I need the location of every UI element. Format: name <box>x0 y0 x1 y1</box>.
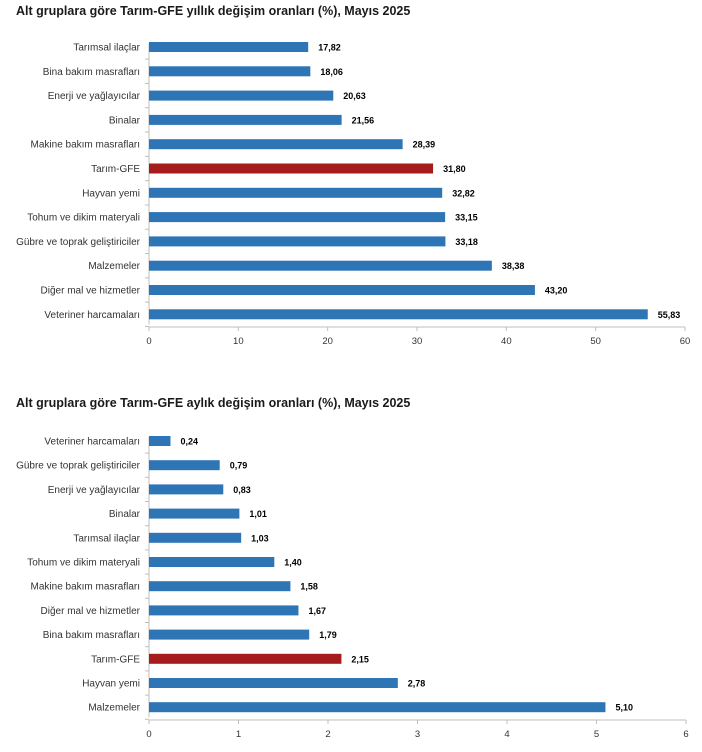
category-label: Bina bakım masrafları <box>43 67 140 78</box>
x-tick-label: 20 <box>322 336 333 347</box>
value-label: 1,03 <box>251 533 269 543</box>
value-label: 18,06 <box>320 67 343 77</box>
bar <box>149 90 334 101</box>
bar-highlight <box>149 653 342 664</box>
category-label: Gübre ve toprak geliştiriciler <box>16 237 141 248</box>
x-tick-label: 4 <box>504 729 509 740</box>
value-label: 0,79 <box>230 461 248 471</box>
category-label: Malzemeler <box>88 703 140 714</box>
x-tick-label: 2 <box>325 729 330 740</box>
value-label: 1,40 <box>284 558 302 568</box>
value-label: 32,82 <box>452 188 475 198</box>
bar <box>149 187 443 198</box>
category-label: Veteriner harcamaları <box>44 310 140 321</box>
category-label: Tarımsal ilaçlar <box>73 533 140 544</box>
value-label: 0,24 <box>180 437 198 447</box>
value-label: 20,63 <box>343 91 366 101</box>
bar <box>149 557 275 567</box>
value-label: 0,83 <box>233 485 251 495</box>
x-tick-label: 10 <box>233 336 244 347</box>
category-label: Makine bakım masrafları <box>31 582 140 593</box>
category-label: Tohum ve dikim materyali <box>27 558 140 569</box>
category-label: Bina bakım masrafları <box>43 630 140 641</box>
category-label: Tarım-GFE <box>91 164 140 175</box>
bar <box>149 484 224 495</box>
bar <box>149 629 310 640</box>
category-label: Diğer mal ve hizmetler <box>41 606 141 617</box>
bar <box>149 236 446 247</box>
category-label: Tarım-GFE <box>91 654 140 665</box>
category-label: Gübre ve toprak geliştiriciler <box>16 461 141 472</box>
bar <box>149 309 648 320</box>
bar <box>149 436 171 446</box>
value-label: 5,10 <box>615 703 633 713</box>
category-label: Binalar <box>109 115 141 126</box>
value-label: 33,18 <box>455 237 478 247</box>
x-tick-label: 5 <box>594 729 599 740</box>
category-label: Tarımsal ilaçlar <box>73 43 140 54</box>
chart-annual-title: Alt gruplara göre Tarım-GFE yıllık değiş… <box>16 4 411 18</box>
category-label: Enerji ve yağlayıcılar <box>48 91 141 102</box>
value-label: 33,15 <box>455 213 478 223</box>
value-label: 2,78 <box>408 679 426 689</box>
value-label: 43,20 <box>545 286 568 296</box>
bar <box>149 42 309 52</box>
x-tick-label: 3 <box>415 729 420 740</box>
x-tick-label: 60 <box>680 336 691 347</box>
category-label: Tohum ve dikim materyali <box>27 213 140 224</box>
value-label: 21,56 <box>352 115 375 125</box>
value-label: 1,67 <box>308 606 326 616</box>
bar <box>149 285 535 295</box>
value-label: 1,01 <box>249 509 267 519</box>
category-label: Diğer mal ve hizmetler <box>41 286 141 297</box>
value-label: 2,15 <box>351 654 369 664</box>
value-label: 28,39 <box>413 140 436 150</box>
value-label: 31,80 <box>443 164 466 174</box>
chart-annual: Tarımsal ilaçlar 17,82 Bina bakım masrafla… <box>16 4 691 347</box>
category-label: Enerji ve yağlayıcılar <box>48 485 141 496</box>
bar-highlight <box>149 163 434 174</box>
bar <box>149 678 398 688</box>
x-tick-label: 50 <box>590 336 601 347</box>
category-label: Malzemeler <box>88 261 140 272</box>
bar <box>149 702 606 713</box>
chart-monthly-plot: Veteriner harcamaları 0,24 Gübre ve toprak… <box>16 436 689 740</box>
value-label: 17,82 <box>318 43 341 53</box>
x-tick-label: 30 <box>412 336 423 347</box>
category-label: Binalar <box>109 509 141 520</box>
x-tick-label: 40 <box>501 336 512 347</box>
chart-annual-plot: Tarımsal ilaçlar 17,82 Bina bakım masrafla… <box>16 42 691 347</box>
category-label: Hayvan yemi <box>82 188 140 199</box>
value-label: 55,83 <box>658 310 681 320</box>
bar <box>149 532 242 543</box>
x-tick-label: 1 <box>236 729 241 740</box>
x-tick-label: 0 <box>146 729 151 740</box>
x-tick-label: 6 <box>683 729 688 740</box>
chart-monthly-title: Alt gruplara göre Tarım-GFE aylık değişi… <box>16 396 411 410</box>
value-label: 1,58 <box>300 582 318 592</box>
bar <box>149 66 311 77</box>
bar <box>149 460 220 471</box>
bar <box>149 114 342 125</box>
chart-monthly: Veteriner harcamaları 0,24 Gübre ve toprak… <box>0 392 702 752</box>
bar <box>149 581 291 592</box>
x-tick-label: 0 <box>146 336 151 347</box>
category-label: Hayvan yemi <box>82 679 140 690</box>
value-label: 38,38 <box>502 261 525 271</box>
bar <box>149 605 299 616</box>
bar <box>149 260 492 271</box>
bar <box>149 139 403 150</box>
category-label: Veteriner harcamaları <box>44 437 140 448</box>
bar <box>149 508 240 519</box>
bar <box>149 212 446 223</box>
category-label: Makine bakım masrafları <box>31 140 140 151</box>
value-label: 1,79 <box>319 630 337 640</box>
